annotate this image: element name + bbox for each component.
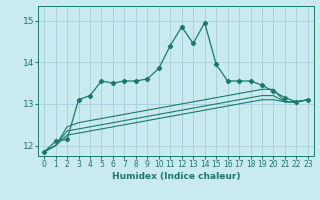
- X-axis label: Humidex (Indice chaleur): Humidex (Indice chaleur): [112, 172, 240, 181]
